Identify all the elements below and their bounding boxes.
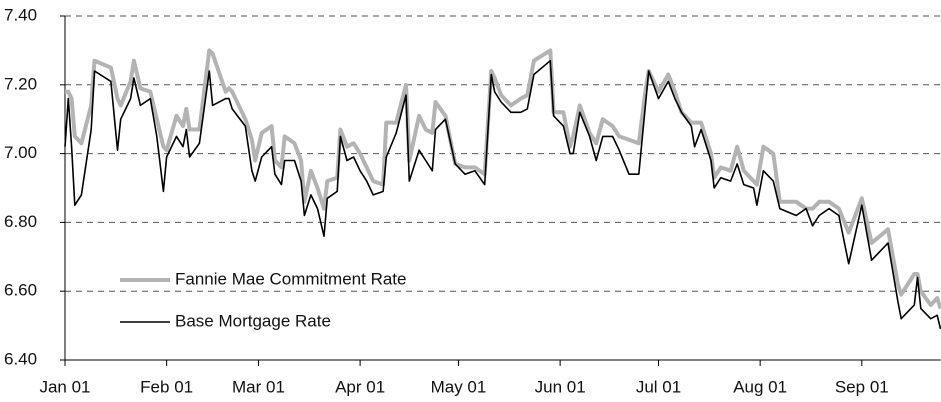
legend-label: Fannie Mae Commitment Rate xyxy=(175,269,406,288)
x-tick-label: Mar 01 xyxy=(232,377,285,396)
y-tick-label: 6.60 xyxy=(4,281,37,300)
y-tick-label: 7.40 xyxy=(4,5,37,24)
y-tick-label: 7.00 xyxy=(4,143,37,162)
x-tick-label: Aug 01 xyxy=(733,377,787,396)
x-tick-label: Jul 01 xyxy=(636,377,681,396)
series-line xyxy=(65,48,941,310)
y-tick-label: 7.20 xyxy=(4,74,37,93)
x-tick-label: Jun 01 xyxy=(535,377,586,396)
x-tick-label: Apr 01 xyxy=(335,377,385,396)
x-tick-label: Sep 01 xyxy=(835,377,889,396)
x-tick-label: May 01 xyxy=(431,377,487,396)
y-tick-label: 6.40 xyxy=(4,349,37,368)
series-line xyxy=(64,59,941,330)
x-tick-label: Jan 01 xyxy=(39,377,90,396)
legend-label: Base Mortgage Rate xyxy=(175,311,331,330)
x-tick-label: Feb 01 xyxy=(140,377,193,396)
y-tick-label: 6.80 xyxy=(4,212,37,231)
